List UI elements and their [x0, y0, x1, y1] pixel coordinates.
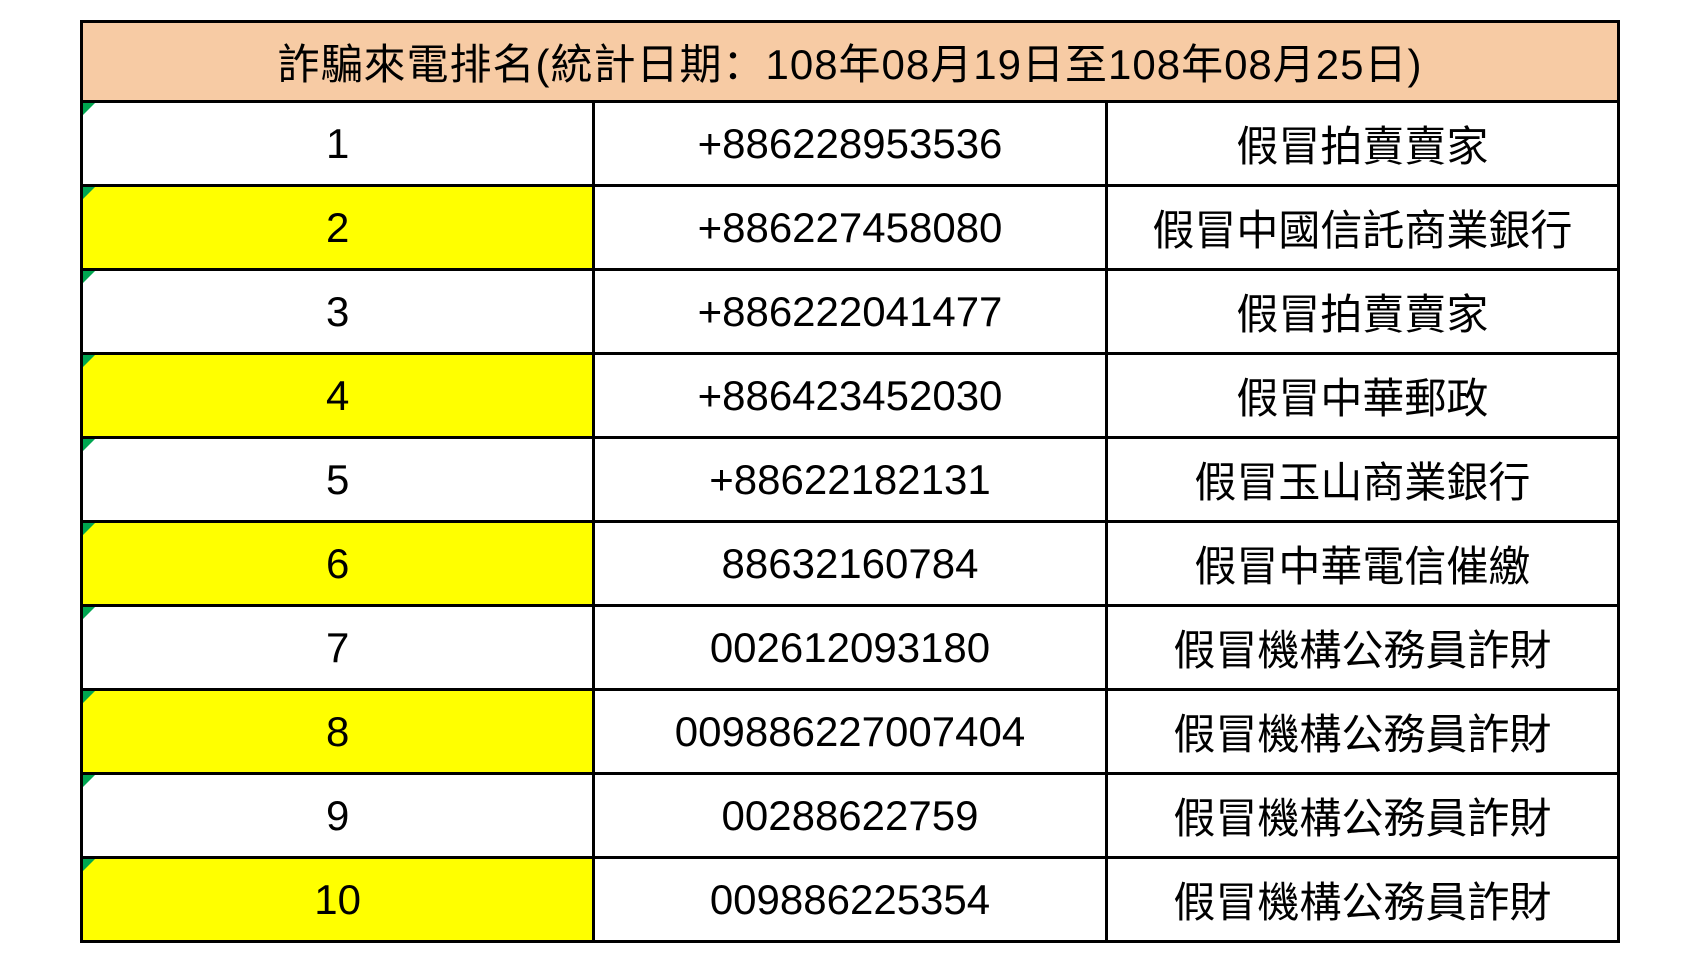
description-cell: 假冒機構公務員詐財	[1106, 858, 1618, 942]
table-row: 3+886222041477假冒拍賣賣家	[82, 270, 1619, 354]
rank-cell: 8	[82, 690, 594, 774]
scam-call-ranking-table: 詐騙來電排名(統計日期：108年08月19日至108年08月25日) 1+886…	[80, 20, 1620, 943]
phone-cell: 00288622759	[594, 774, 1106, 858]
description-cell: 假冒拍賣賣家	[1106, 270, 1618, 354]
table-row: 10009886225354假冒機構公務員詐財	[82, 858, 1619, 942]
description-cell: 假冒中華郵政	[1106, 354, 1618, 438]
phone-cell: 009886227007404	[594, 690, 1106, 774]
description-cell: 假冒玉山商業銀行	[1106, 438, 1618, 522]
table-row: 1+886228953536假冒拍賣賣家	[82, 102, 1619, 186]
table-title: 詐騙來電排名(統計日期：108年08月19日至108年08月25日)	[82, 22, 1619, 102]
phone-cell: +886227458080	[594, 186, 1106, 270]
description-cell: 假冒機構公務員詐財	[1106, 690, 1618, 774]
ranking-table: 詐騙來電排名(統計日期：108年08月19日至108年08月25日) 1+886…	[80, 20, 1620, 943]
rank-cell: 10	[82, 858, 594, 942]
table-row: 900288622759假冒機構公務員詐財	[82, 774, 1619, 858]
table-body: 1+886228953536假冒拍賣賣家2+886227458080假冒中國信託…	[82, 102, 1619, 942]
phone-cell: +886423452030	[594, 354, 1106, 438]
description-cell: 假冒中華電信催繳	[1106, 522, 1618, 606]
rank-cell: 4	[82, 354, 594, 438]
rank-cell: 6	[82, 522, 594, 606]
table-row: 7002612093180假冒機構公務員詐財	[82, 606, 1619, 690]
rank-cell: 9	[82, 774, 594, 858]
table-row: 2+886227458080假冒中國信託商業銀行	[82, 186, 1619, 270]
phone-cell: +886228953536	[594, 102, 1106, 186]
phone-cell: 002612093180	[594, 606, 1106, 690]
phone-cell: +88622182131	[594, 438, 1106, 522]
description-cell: 假冒機構公務員詐財	[1106, 606, 1618, 690]
description-cell: 假冒中國信託商業銀行	[1106, 186, 1618, 270]
rank-cell: 1	[82, 102, 594, 186]
table-row: 688632160784假冒中華電信催繳	[82, 522, 1619, 606]
description-cell: 假冒拍賣賣家	[1106, 102, 1618, 186]
rank-cell: 3	[82, 270, 594, 354]
phone-cell: 009886225354	[594, 858, 1106, 942]
table-row: 4+886423452030假冒中華郵政	[82, 354, 1619, 438]
table-row: 5+88622182131假冒玉山商業銀行	[82, 438, 1619, 522]
rank-cell: 7	[82, 606, 594, 690]
table-row: 8009886227007404假冒機構公務員詐財	[82, 690, 1619, 774]
rank-cell: 2	[82, 186, 594, 270]
description-cell: 假冒機構公務員詐財	[1106, 774, 1618, 858]
phone-cell: 88632160784	[594, 522, 1106, 606]
rank-cell: 5	[82, 438, 594, 522]
phone-cell: +886222041477	[594, 270, 1106, 354]
